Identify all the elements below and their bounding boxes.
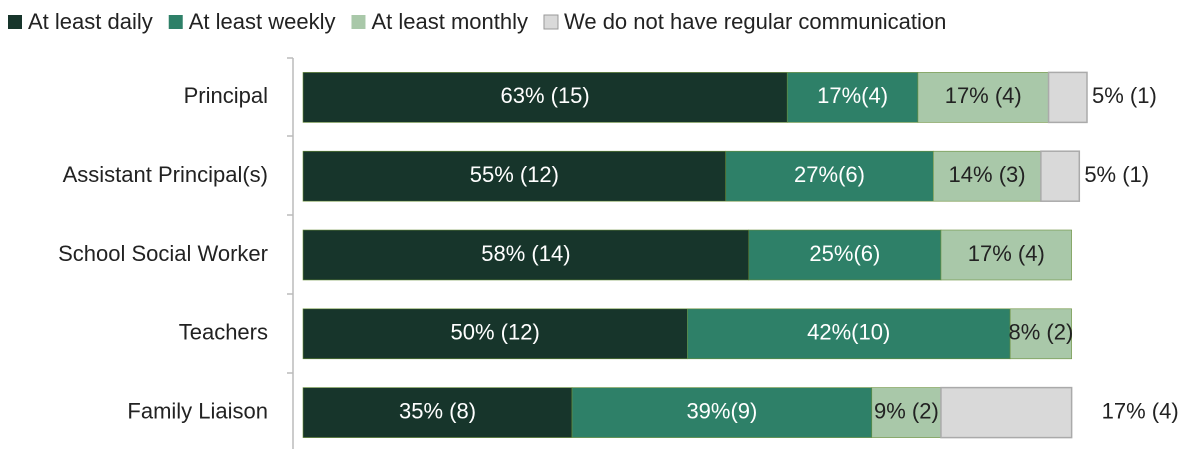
bar-segment	[302, 72, 788, 123]
bar-segment	[940, 386, 1073, 439]
bar-segment	[302, 308, 688, 360]
value-label: 50% (12)	[451, 320, 540, 345]
bar-segment	[1009, 308, 1072, 360]
legend-label: We do not have regular communication	[564, 9, 946, 34]
bar-segment	[302, 229, 750, 281]
category-label: Assistant Principal(s)	[63, 162, 268, 187]
value-label: 42%(10)	[807, 320, 890, 345]
legend-swatch	[8, 15, 22, 29]
value-label: 14% (3)	[949, 162, 1026, 187]
bar-segment	[1047, 71, 1088, 124]
value-label: 25%(6)	[809, 241, 880, 266]
value-label: 8% (2)	[1008, 320, 1073, 345]
bar-segment	[687, 308, 1011, 360]
value-label: 55% (12)	[470, 162, 559, 187]
bar-segment	[302, 387, 573, 438]
value-label: 27%(6)	[794, 162, 865, 187]
bar-segment	[917, 72, 1049, 123]
bar-segment	[571, 387, 873, 438]
bar-segment	[932, 150, 1042, 202]
legend-label: At least monthly	[371, 9, 528, 34]
value-label: 58% (14)	[481, 241, 570, 266]
legend-label: At least weekly	[189, 9, 336, 34]
category-label: School Social Worker	[58, 241, 268, 266]
legend-label: At least daily	[28, 9, 153, 34]
category-label: Teachers	[179, 320, 268, 345]
category-label: Family Liaison	[127, 398, 268, 423]
bar-segment	[302, 150, 727, 202]
value-label: 17%(4)	[817, 83, 888, 108]
value-label: 5% (1)	[1084, 162, 1149, 187]
value-label: 63% (15)	[500, 83, 589, 108]
category-label: Principal	[184, 83, 268, 108]
value-label: 9% (2)	[874, 398, 939, 423]
value-label: 17% (4)	[1102, 398, 1179, 423]
legend-swatch	[168, 15, 183, 29]
bar-segment	[1040, 150, 1081, 202]
bar-segment	[748, 229, 942, 281]
legend-swatch	[351, 15, 366, 29]
value-label: 39%(9)	[686, 398, 757, 423]
bar-segment	[725, 150, 934, 202]
value-label: 35% (8)	[399, 398, 476, 423]
value-label: 17% (4)	[945, 83, 1022, 108]
value-label: 17% (4)	[968, 241, 1045, 266]
bar-segment	[940, 229, 1072, 281]
axis-ticks	[287, 57, 293, 374]
legend-swatch	[543, 14, 559, 30]
value-label: 5% (1)	[1092, 83, 1157, 108]
